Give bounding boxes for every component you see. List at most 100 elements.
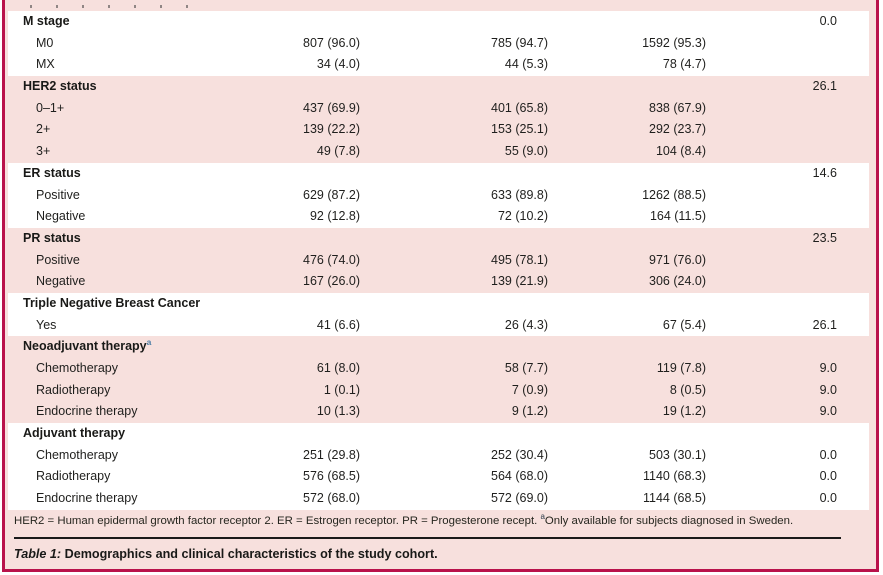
cell-value: 1262 (88.5) (642, 187, 706, 202)
row-group-m-stage: M stage 0.0 M0 807 (96.0) 785 (94.7) 1592 (95… (8, 11, 869, 77)
cell-missing-percent (706, 54, 837, 76)
table-row: MX 34 (4.0) 44 (5.3) 78 (4.7) (8, 54, 869, 76)
cell-missing-percent: 23.5 (812, 230, 837, 245)
cell-value: 1592 (95.3) (642, 35, 706, 50)
cell-value: 503 (30.1) (649, 447, 706, 462)
cell-missing-percent (706, 271, 837, 293)
cell-missing-percent: 26.1 (812, 79, 837, 94)
row-label: 3+ (36, 144, 51, 159)
cell-value: 8 (0.5) (669, 382, 706, 397)
cell-missing-percent: 9.0 (819, 382, 837, 397)
cell-value: 9 (1.2) (511, 404, 548, 419)
group-header-row: PR status 23.5 (8, 228, 869, 250)
cell-value: 292 (23.7) (649, 122, 706, 137)
cell-missing-percent (706, 185, 837, 207)
table-row: Endocrine therapy 572 (68.0) 572 (69.0) 114… (8, 488, 869, 510)
row-label: PR status (23, 230, 81, 245)
cell-value: 58 (7.7) (504, 361, 548, 375)
cell-value (360, 423, 548, 445)
row-label: 0–1+ (36, 100, 65, 115)
cell-value: 67 (5.4) (662, 317, 706, 332)
row-label: Neoadjuvant therapya (23, 337, 152, 354)
row-label: Endocrine therapy (36, 491, 138, 506)
row-group-pr-status: PR status 23.5 Positive 476 (74.0) 495 (78.1… (8, 227, 869, 293)
cell-value (360, 11, 548, 33)
demographics-table: M stage 0.0 M0 807 (96.0) 785 (94.7) 1592 (95… (8, 11, 869, 510)
cell-value (230, 293, 360, 315)
cell-missing-percent (706, 141, 837, 163)
row-label: Yes (36, 317, 57, 332)
cell-value: 633 (89.8) (491, 187, 548, 202)
cell-value (548, 76, 706, 98)
cell-missing-percent (706, 98, 837, 120)
cell-missing-percent: 0.0 (819, 14, 837, 28)
cell-value (548, 228, 706, 250)
caption-divider-rule (14, 536, 841, 540)
row-label: Chemotherapy (36, 361, 118, 375)
cell-value: 10 (1.3) (316, 404, 360, 419)
cell-value (360, 336, 548, 358)
cell-value: 306 (24.0) (649, 274, 706, 289)
row-label: Endocrine therapy (36, 404, 138, 419)
row-label: Chemotherapy (36, 447, 118, 462)
cell-value: 564 (68.0) (491, 469, 548, 484)
cell-missing-percent: 0.0 (819, 447, 837, 462)
cell-missing-percent (706, 206, 837, 228)
cell-value: 576 (68.5) (303, 469, 360, 484)
cell-value (548, 336, 706, 358)
table-row: M0 807 (96.0) 785 (94.7) 1592 (95.3) (8, 33, 869, 55)
cell-value: 78 (4.7) (662, 57, 706, 72)
cell-value: 164 (11.5) (649, 209, 706, 224)
cell-value (548, 293, 706, 315)
table-row: Radiotherapy 576 (68.5) 564 (68.0) 1140 (68… (8, 466, 869, 488)
cell-value (360, 228, 548, 250)
cell-value: 251 (29.8) (303, 447, 360, 462)
table-row: Yes 41 (6.6) 26 (4.3) 67 (5.4) 26.1 (8, 315, 869, 337)
cell-value: 26 (4.3) (504, 317, 548, 332)
cell-value: 252 (30.4) (491, 447, 548, 462)
row-label: 2+ (36, 122, 51, 137)
cell-value (230, 336, 360, 358)
group-header-row: HER2 status 26.1 (8, 76, 869, 98)
table-row: 2+ 139 (22.2) 153 (25.1) 292 (23.7) (8, 119, 869, 141)
cropped-text-descenders (30, 5, 190, 8)
cell-value: 807 (96.0) (303, 35, 360, 50)
cell-value: 92 (12.8) (309, 209, 360, 224)
row-label: Radiotherapy (36, 469, 111, 484)
cell-value (548, 11, 706, 33)
cell-value (360, 76, 548, 98)
table-row: 0–1+ 437 (69.9) 401 (65.8) 838 (67.9) (8, 98, 869, 120)
cell-value: 572 (69.0) (491, 491, 548, 506)
row-label: MX (36, 57, 55, 72)
footnote-text-continued: Only available for subjects diagnosed in… (544, 514, 794, 527)
cell-value: 153 (25.1) (491, 122, 548, 137)
cell-value: 7 (0.9) (511, 382, 548, 397)
cell-value: 629 (87.2) (303, 187, 360, 202)
cell-value: 72 (10.2) (497, 209, 548, 224)
table-row: Endocrine therapy 10 (1.3) 9 (1.2) 19 (1.2)… (8, 401, 869, 423)
row-label: Adjuvant therapy (23, 426, 126, 441)
cell-value: 139 (22.2) (303, 122, 360, 137)
row-label: HER2 status (23, 79, 97, 94)
cell-value: 34 (4.0) (316, 57, 360, 72)
cell-missing-percent (706, 423, 837, 445)
cell-value: 139 (21.9) (491, 274, 548, 289)
row-group-neoadjuvant-therapy: Neoadjuvant therapya Chemotherapy 61 (8.0)… (8, 336, 869, 424)
cell-value: 495 (78.1) (491, 252, 548, 267)
cell-missing-percent: 9.0 (819, 361, 837, 375)
cell-value: 44 (5.3) (504, 57, 548, 72)
cell-missing-percent: 0.0 (819, 469, 837, 484)
row-label: Positive (36, 187, 80, 202)
cell-value (360, 293, 548, 315)
row-label: M0 (36, 35, 54, 50)
table-row: Negative 92 (12.8) 72 (10.2) 164 (11.5) (8, 206, 869, 228)
table-row: Chemotherapy 251 (29.8) 252 (30.4) 503 (30.… (8, 445, 869, 467)
cell-missing-percent: 14.6 (812, 165, 837, 180)
cell-value (360, 163, 548, 185)
cell-value: 49 (7.8) (316, 144, 360, 159)
table-row: Negative 167 (26.0) 139 (21.9) 306 (24.0) (8, 271, 869, 293)
row-group-her2-status: HER2 status 26.1 0–1+ 437 (69.9) 401 (65.8) 8… (8, 76, 869, 163)
cell-missing-percent (706, 336, 837, 358)
cell-value: 61 (8.0) (316, 361, 360, 375)
